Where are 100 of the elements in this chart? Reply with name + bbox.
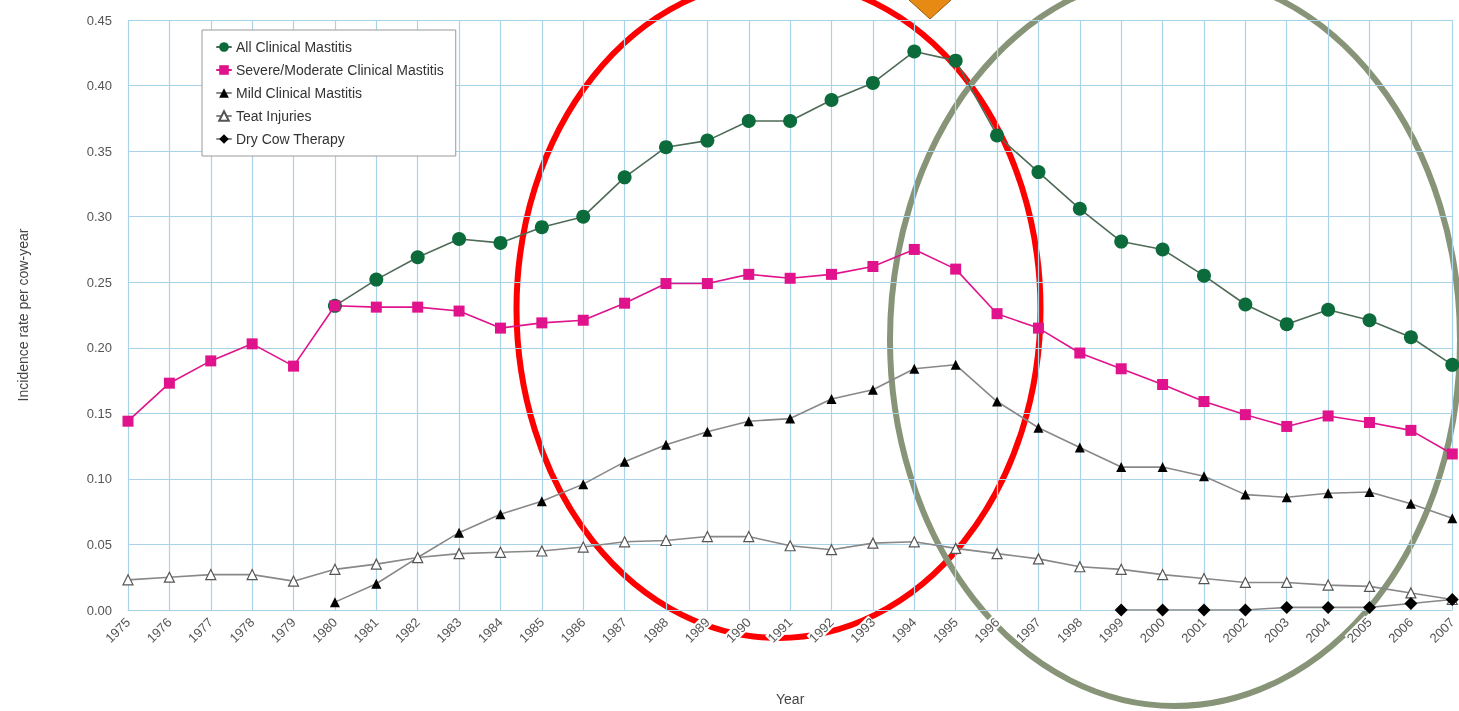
- point: [1322, 410, 1334, 422]
- point: [741, 113, 756, 128]
- point: [867, 537, 879, 549]
- point: [1403, 330, 1418, 345]
- point: [536, 317, 548, 329]
- point: [1405, 587, 1417, 599]
- point: [1364, 487, 1375, 497]
- point: [1031, 165, 1046, 180]
- point: [246, 569, 258, 581]
- point: [990, 128, 1005, 143]
- point: [370, 301, 382, 313]
- point: [825, 544, 838, 556]
- point: [577, 314, 589, 326]
- x-axis-title: Year: [775, 691, 805, 707]
- point: [1032, 322, 1044, 334]
- point: [1239, 409, 1251, 421]
- point: [702, 426, 713, 437]
- point: [908, 536, 920, 548]
- point: [1280, 600, 1294, 614]
- point: [1323, 488, 1334, 499]
- point: [1032, 553, 1045, 565]
- y-tick-label: 0.00: [86, 602, 112, 618]
- point: [122, 574, 134, 586]
- point: [1363, 600, 1377, 614]
- point: [122, 415, 134, 427]
- point: [1114, 603, 1128, 617]
- point: [1157, 378, 1169, 390]
- point: [1157, 569, 1169, 581]
- point: [826, 268, 838, 280]
- point: [1115, 363, 1127, 375]
- point: [1240, 489, 1251, 500]
- y-tick-label: 0.05: [86, 536, 112, 552]
- point: [536, 496, 547, 507]
- point: [867, 384, 878, 395]
- y-tick-label: 0.40: [86, 78, 112, 94]
- y-axis-title: Incidence rate per cow-year: [15, 228, 31, 402]
- point: [619, 297, 631, 309]
- point: [660, 439, 671, 450]
- point: [205, 569, 217, 581]
- point: [1445, 357, 1459, 372]
- point: [784, 272, 796, 284]
- point: [865, 75, 880, 90]
- point: [1447, 513, 1458, 524]
- point: [371, 578, 382, 589]
- point: [578, 479, 589, 490]
- point: [950, 359, 961, 370]
- point: [1115, 563, 1127, 575]
- y-tick-label: 0.35: [86, 143, 112, 159]
- point: [824, 92, 839, 107]
- point: [495, 509, 506, 520]
- legend-label: Dry Cow Therapy: [236, 131, 345, 147]
- legend-label: Teat Injuries: [236, 108, 312, 124]
- point: [1321, 302, 1336, 317]
- point: [1116, 462, 1127, 473]
- point: [576, 209, 591, 224]
- point: [1279, 317, 1294, 332]
- point: [1321, 600, 1335, 614]
- point: [452, 231, 467, 246]
- point: [867, 260, 879, 272]
- point: [619, 536, 631, 548]
- point: [660, 534, 672, 547]
- point: [1364, 417, 1376, 429]
- point: [992, 396, 1003, 407]
- point: [1198, 572, 1210, 585]
- point: [743, 530, 755, 543]
- point: [743, 268, 755, 280]
- y-tick-label: 0.30: [86, 209, 112, 225]
- point: [534, 220, 549, 235]
- point: [329, 563, 341, 575]
- point: [205, 355, 217, 367]
- point: [991, 308, 1003, 320]
- point: [454, 527, 465, 538]
- point: [370, 558, 382, 570]
- point: [784, 540, 796, 552]
- point: [826, 393, 837, 404]
- point: [410, 250, 425, 265]
- point: [1281, 420, 1293, 432]
- y-tick-label: 0.15: [86, 405, 112, 421]
- point: [659, 140, 673, 155]
- point: [329, 597, 340, 608]
- point: [1197, 603, 1211, 617]
- point: [948, 53, 963, 68]
- point: [1404, 596, 1418, 610]
- point: [453, 305, 465, 317]
- point: [1238, 603, 1252, 617]
- point: [246, 338, 258, 350]
- point: [1322, 579, 1334, 591]
- point: [1114, 234, 1129, 249]
- point: [369, 272, 384, 287]
- legend-label: All Clinical Mastitis: [236, 39, 352, 55]
- point: [494, 546, 507, 558]
- point: [1198, 471, 1209, 482]
- point: [1281, 576, 1293, 589]
- legend-label: Severe/Moderate Clinical Mastitis: [236, 62, 444, 78]
- point: [617, 170, 632, 185]
- point: [1074, 561, 1086, 573]
- point: [412, 301, 424, 313]
- point: [1362, 313, 1377, 328]
- point: [536, 545, 548, 557]
- point: [1156, 603, 1170, 617]
